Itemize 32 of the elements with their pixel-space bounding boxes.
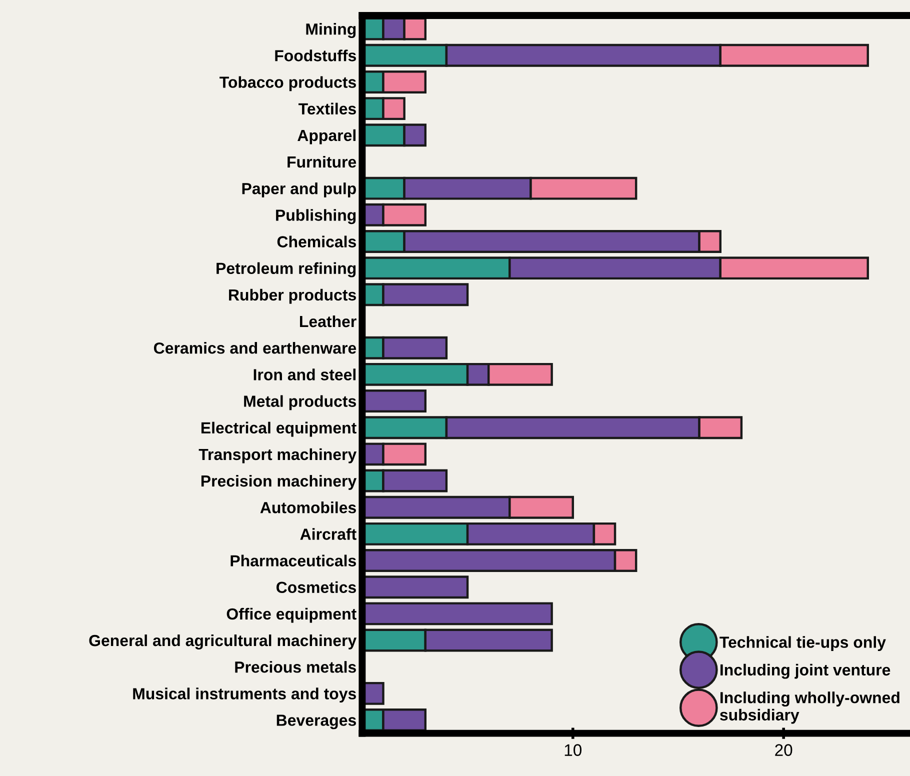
legend-label: Including wholly-owned subsidiary [720,692,900,724]
y-tick-label: Beverages [276,714,356,730]
legend-label: Technical tie-ups only [720,636,886,652]
y-tick-label: Tobacco products [220,76,356,92]
legend-label: Including joint venture [720,664,890,679]
y-tick-label: Musical instruments and toys [133,688,356,703]
y-tick-label: Textiles [298,102,356,115]
x-tick-label: 20 [775,744,792,756]
y-tick-label: Aircraft [300,528,356,540]
y-tick-label: Rubber products [229,288,356,304]
y-tick-label: Apparel [298,129,356,144]
y-tick-label: Automobiles [260,502,356,514]
y-tick-label: General and agricultural machinery [89,634,357,650]
y-tick-label: Office equipment [226,608,356,623]
y-tick-label: Ceramics and earthenware [154,342,356,354]
y-tick-label: Mining [306,23,356,38]
y-tick-label: Furniture [288,156,356,168]
y-tick-label: Iron and steel [254,368,356,380]
y-tick-label: Pharmaceuticals [230,554,356,566]
y-tick-label: Publishing [276,209,356,224]
y-tick-label: Transport machinery [198,448,357,464]
y-tick-label: Foodstuffs [275,50,356,62]
x-tick-label: 10 [564,744,582,756]
y-tick-label: Metal products [244,395,356,410]
y-tick-label: Paper and pulp [242,182,356,198]
y-tick-label: Cosmetics [276,581,356,594]
y-tick-label: Leather [300,315,356,328]
y-tick-label: Chemicals [277,236,356,248]
y-tick-label: Electrical equipment [201,422,356,437]
y-tick-label: Petroleum refining [216,262,356,278]
y-tick-label: Precious metals [235,661,356,673]
y-tick-label: Precision machinery [201,474,357,490]
